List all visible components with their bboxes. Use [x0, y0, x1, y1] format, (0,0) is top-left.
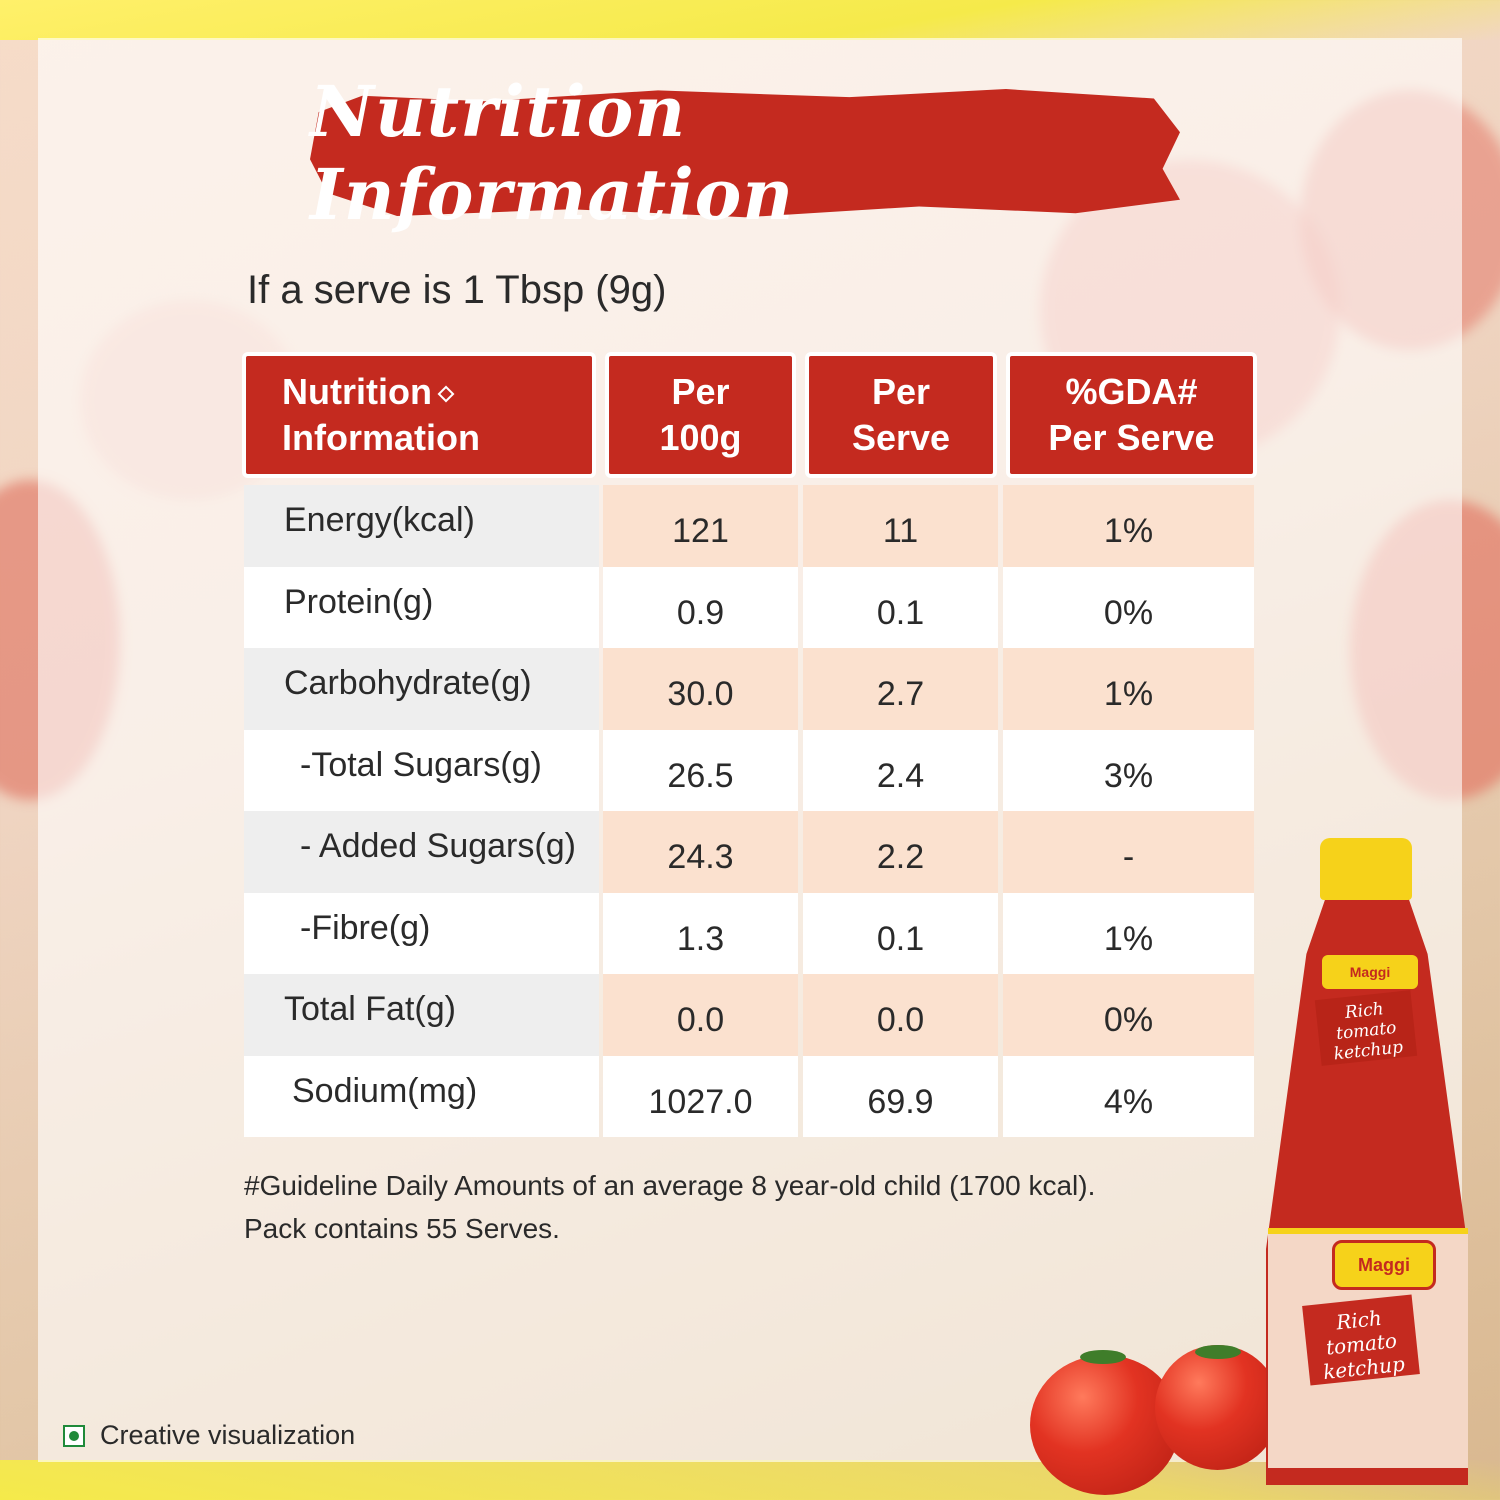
nutrient-name: Protein(g): [244, 566, 599, 648]
nutrition-table: Energy(kcal) 121 11 1% Protein(g) 0.9 0.…: [244, 485, 1254, 1137]
tomato-stem: [1195, 1345, 1241, 1359]
value-gda: 1%: [1003, 485, 1254, 567]
table-row: Sodium(mg) 1027.0 69.9 4%: [244, 1055, 1254, 1137]
yellow-bottom-band: [0, 1460, 1500, 1500]
value-per-100g: 0.9: [603, 566, 798, 648]
table-row: Carbohydrate(g) 30.0 2.7 1%: [244, 648, 1254, 730]
table-row: Energy(kcal) 121 11 1%: [244, 485, 1254, 567]
header-per-serve: Per Serve: [805, 352, 997, 478]
footnote-line: #Guideline Daily Amounts of an average 8…: [244, 1170, 1096, 1201]
value-gda: 0%: [1003, 566, 1254, 648]
tomato-image: [1155, 1345, 1280, 1470]
title-brush-stroke: [310, 89, 1180, 218]
value-gda: 1%: [1003, 648, 1254, 730]
bottle-cap: [1320, 838, 1412, 900]
header-per-100g: Per 100g: [605, 352, 796, 478]
nutrient-name: Carbohydrate(g): [244, 648, 599, 730]
value-gda: 3%: [1003, 729, 1254, 811]
tomato-image: [1030, 1355, 1180, 1495]
value-per-100g: 1027.0: [603, 1055, 798, 1137]
value-per-100g: 26.5: [603, 729, 798, 811]
value-per-serve: 2.2: [803, 811, 998, 893]
bottle-neck-label: Rich tomato ketchup: [1314, 990, 1418, 1066]
value-per-serve: 2.7: [803, 648, 998, 730]
nutrient-name: Energy(kcal): [244, 485, 599, 567]
tomato-stem: [1080, 1350, 1126, 1364]
table-row: Total Fat(g) 0.0 0.0 0%: [244, 974, 1254, 1056]
value-per-serve: 0.0: [803, 974, 998, 1056]
product-name-label: Rich tomato ketchup: [1302, 1294, 1420, 1386]
value-per-100g: 121: [603, 485, 798, 567]
value-per-100g: 0.0: [603, 974, 798, 1056]
value-per-serve: 0.1: [803, 566, 998, 648]
table-row: - Added Sugars(g) 24.3 2.2 -: [244, 811, 1254, 893]
value-gda: 0%: [1003, 974, 1254, 1056]
nutrient-name: - Added Sugars(g): [244, 811, 599, 893]
yellow-top-band: [0, 0, 1500, 40]
value-per-serve: 2.4: [803, 729, 998, 811]
value-gda: 1%: [1003, 892, 1254, 974]
value-per-serve: 11: [803, 485, 998, 567]
nutrient-name: -Total Sugars(g): [244, 729, 599, 811]
value-gda: 4%: [1003, 1055, 1254, 1137]
table-row: -Total Sugars(g) 26.5 2.4 3%: [244, 729, 1254, 811]
value-per-100g: 24.3: [603, 811, 798, 893]
nutrient-name: Sodium(mg): [244, 1055, 599, 1137]
page-title: Nutrition Information: [310, 69, 795, 236]
brand-logo: Maggi: [1332, 1240, 1436, 1290]
veg-symbol-icon: [63, 1425, 85, 1447]
diamond-icon: [437, 385, 455, 403]
disclaimer-text: Creative visualization: [100, 1420, 356, 1450]
gda-footnote: #Guideline Daily Amounts of an average 8…: [244, 1164, 1204, 1250]
value-per-100g: 1.3: [603, 892, 798, 974]
header-gda-per-serve: %GDA# Per Serve: [1006, 352, 1257, 478]
table-row: -Fibre(g) 1.3 0.1 1%: [244, 892, 1254, 974]
footnote-line: Pack contains 55 Serves.: [244, 1213, 560, 1244]
value-gda: -: [1003, 811, 1254, 893]
value-per-serve: 69.9: [803, 1055, 998, 1137]
bottle-brand-badge: Maggi: [1322, 955, 1418, 989]
value-per-100g: 30.0: [603, 648, 798, 730]
nutrient-name: -Fibre(g): [244, 892, 599, 974]
header-nutrition-information: Nutrition Information: [242, 352, 596, 478]
serve-size-note: If a serve is 1 Tbsp (9g): [247, 268, 667, 312]
value-per-serve: 0.1: [803, 892, 998, 974]
nutrient-name: Total Fat(g): [244, 974, 599, 1056]
table-row: Protein(g) 0.9 0.1 0%: [244, 566, 1254, 648]
